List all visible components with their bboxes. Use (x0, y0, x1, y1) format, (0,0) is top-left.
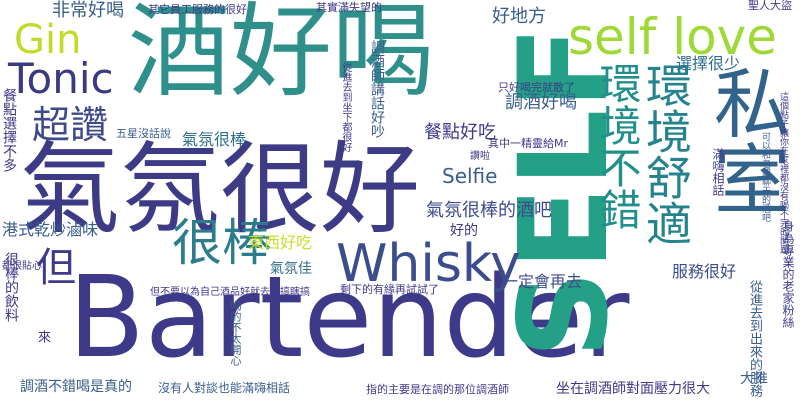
word-qi-fen-hen-hao: 氣氛很好 (20, 131, 420, 248)
word-huan-jing-shu-shi: 環境舒適 (639, 62, 693, 246)
word-hao-di-fang: 好地方 (492, 6, 546, 27)
word-da-tui: 大推 (740, 371, 768, 387)
word-mei-you-ren-dui-tan: 沒有人對談也能滿嗨相話 (158, 381, 291, 395)
word-hen-bang-de-yin-liao: 很棒的飲料 (3, 252, 19, 322)
word-zhi-de-zhu-yao: 指的主要是在調的那位調酒師 (366, 383, 509, 396)
word-sheng-xia-de: 剩下的有緣再試試了 (340, 283, 439, 296)
word-zan-la: 讚啦 (470, 151, 490, 162)
word-qi-fen-hen-bang-de-jiu-ba: 氣氛很棒的酒吧 (426, 200, 552, 221)
word-man-hai-xiang-hua: 滿嗨相話 (711, 148, 725, 196)
word-qi-zhong-jing-ling: 其中一精靈給Mr (488, 137, 569, 150)
word-jiu-hao-he: 酒好喝 (128, 0, 434, 112)
word-ke-yi-he-lao-ban: 可以和老闆聊天的酒吧 (760, 132, 770, 222)
word-tiao-jiu-bu-cuo-he: 調酒不錯喝是真的 (20, 379, 132, 395)
word-sheng-ren-da-dao: 聖人大盜 (748, 0, 792, 12)
word-yi-ding-hui-zai-qu: 一定會再去 (502, 272, 583, 291)
word-tonic: Tonic (8, 54, 114, 103)
word-can-dian-hao-chi: 餐點好吃 (424, 122, 496, 143)
word-qi-shi-man-shi-wang: 其實滿失望的 (316, 1, 382, 14)
word-zhe-ge-dian-zi: 這個點子讓你在家裡都沒有喝不完的問題 (778, 92, 788, 254)
word-xuan-ze-hen-shao: 選擇很少 (676, 54, 741, 73)
word-cong-jin-qu-dao-zuo-xia: 從進去到坐下都很好 (340, 62, 351, 152)
word-shen-wei-zhuan-ye: 身為專業的老家粉絲 (781, 220, 795, 328)
word-qi-fen-jia: 氣氛佳 (270, 261, 312, 277)
word-fei-chang-hao-he: 非常好喝 (52, 0, 124, 21)
word-hen-bang: 很棒 (172, 214, 272, 272)
word-gin: Gin (14, 17, 82, 63)
word-whisky: Whisky (336, 234, 521, 294)
word-dong-xi-hao-chi: 東西好吃 (248, 233, 313, 252)
word-dan-bu-yao-yi-wei: 但不要以為自己酒品好就去胡搞瞎搞 (150, 287, 310, 298)
word-zuo-zai-tiao-jiu-shi: 坐在調酒師對面壓力很大 (556, 381, 710, 397)
word-selfie: Selfie (442, 164, 498, 188)
word-tiao-jiu-shi-jiang-hua: 調酒師講話好吵 (369, 40, 385, 138)
word-can-dian-xuan-ze-bu-duo: 餐點選擇不多 (1, 88, 17, 172)
word-si-shi: 私室 (701, 64, 790, 216)
word-hao-de: 好的 (450, 223, 478, 239)
word-self-love: self love (568, 8, 778, 66)
word-qi-fen-hen-bang: 氣氛很棒 (182, 130, 247, 149)
word-dan: 但 (29, 246, 75, 286)
word-qi-ta-yuan-gong: 其它員工服務的很好 (148, 3, 247, 16)
word-cong-jin-qu-dao-chu-lai: 從進去到出來的服務 (747, 280, 762, 397)
word-lai: 來 (35, 330, 50, 343)
word-huan-jing-bu-cuo: 環境不錯 (593, 62, 642, 230)
word-dou-hen-tie-xin: 都很貼心 (2, 261, 42, 272)
word-tiao-jiu-hao-he: 調酒好喝 (505, 92, 577, 113)
word-he-de-bu-tai-kai-xin: 喝的不太開心 (229, 300, 242, 366)
word-bartender: Bartender (68, 253, 630, 383)
word-gang-shi-chao-lu-wei: 港式乾炒滷味 (2, 220, 99, 239)
word-chao-zan: 超讚 (32, 103, 109, 147)
word-zhi-hao-he-wan: 只好喝完就散了 (498, 81, 575, 94)
word-fu-wu-hen-hao: 服務很好 (672, 262, 737, 281)
word-wu-xing-mei-hua-shuo: 五星沒話說 (116, 127, 171, 140)
